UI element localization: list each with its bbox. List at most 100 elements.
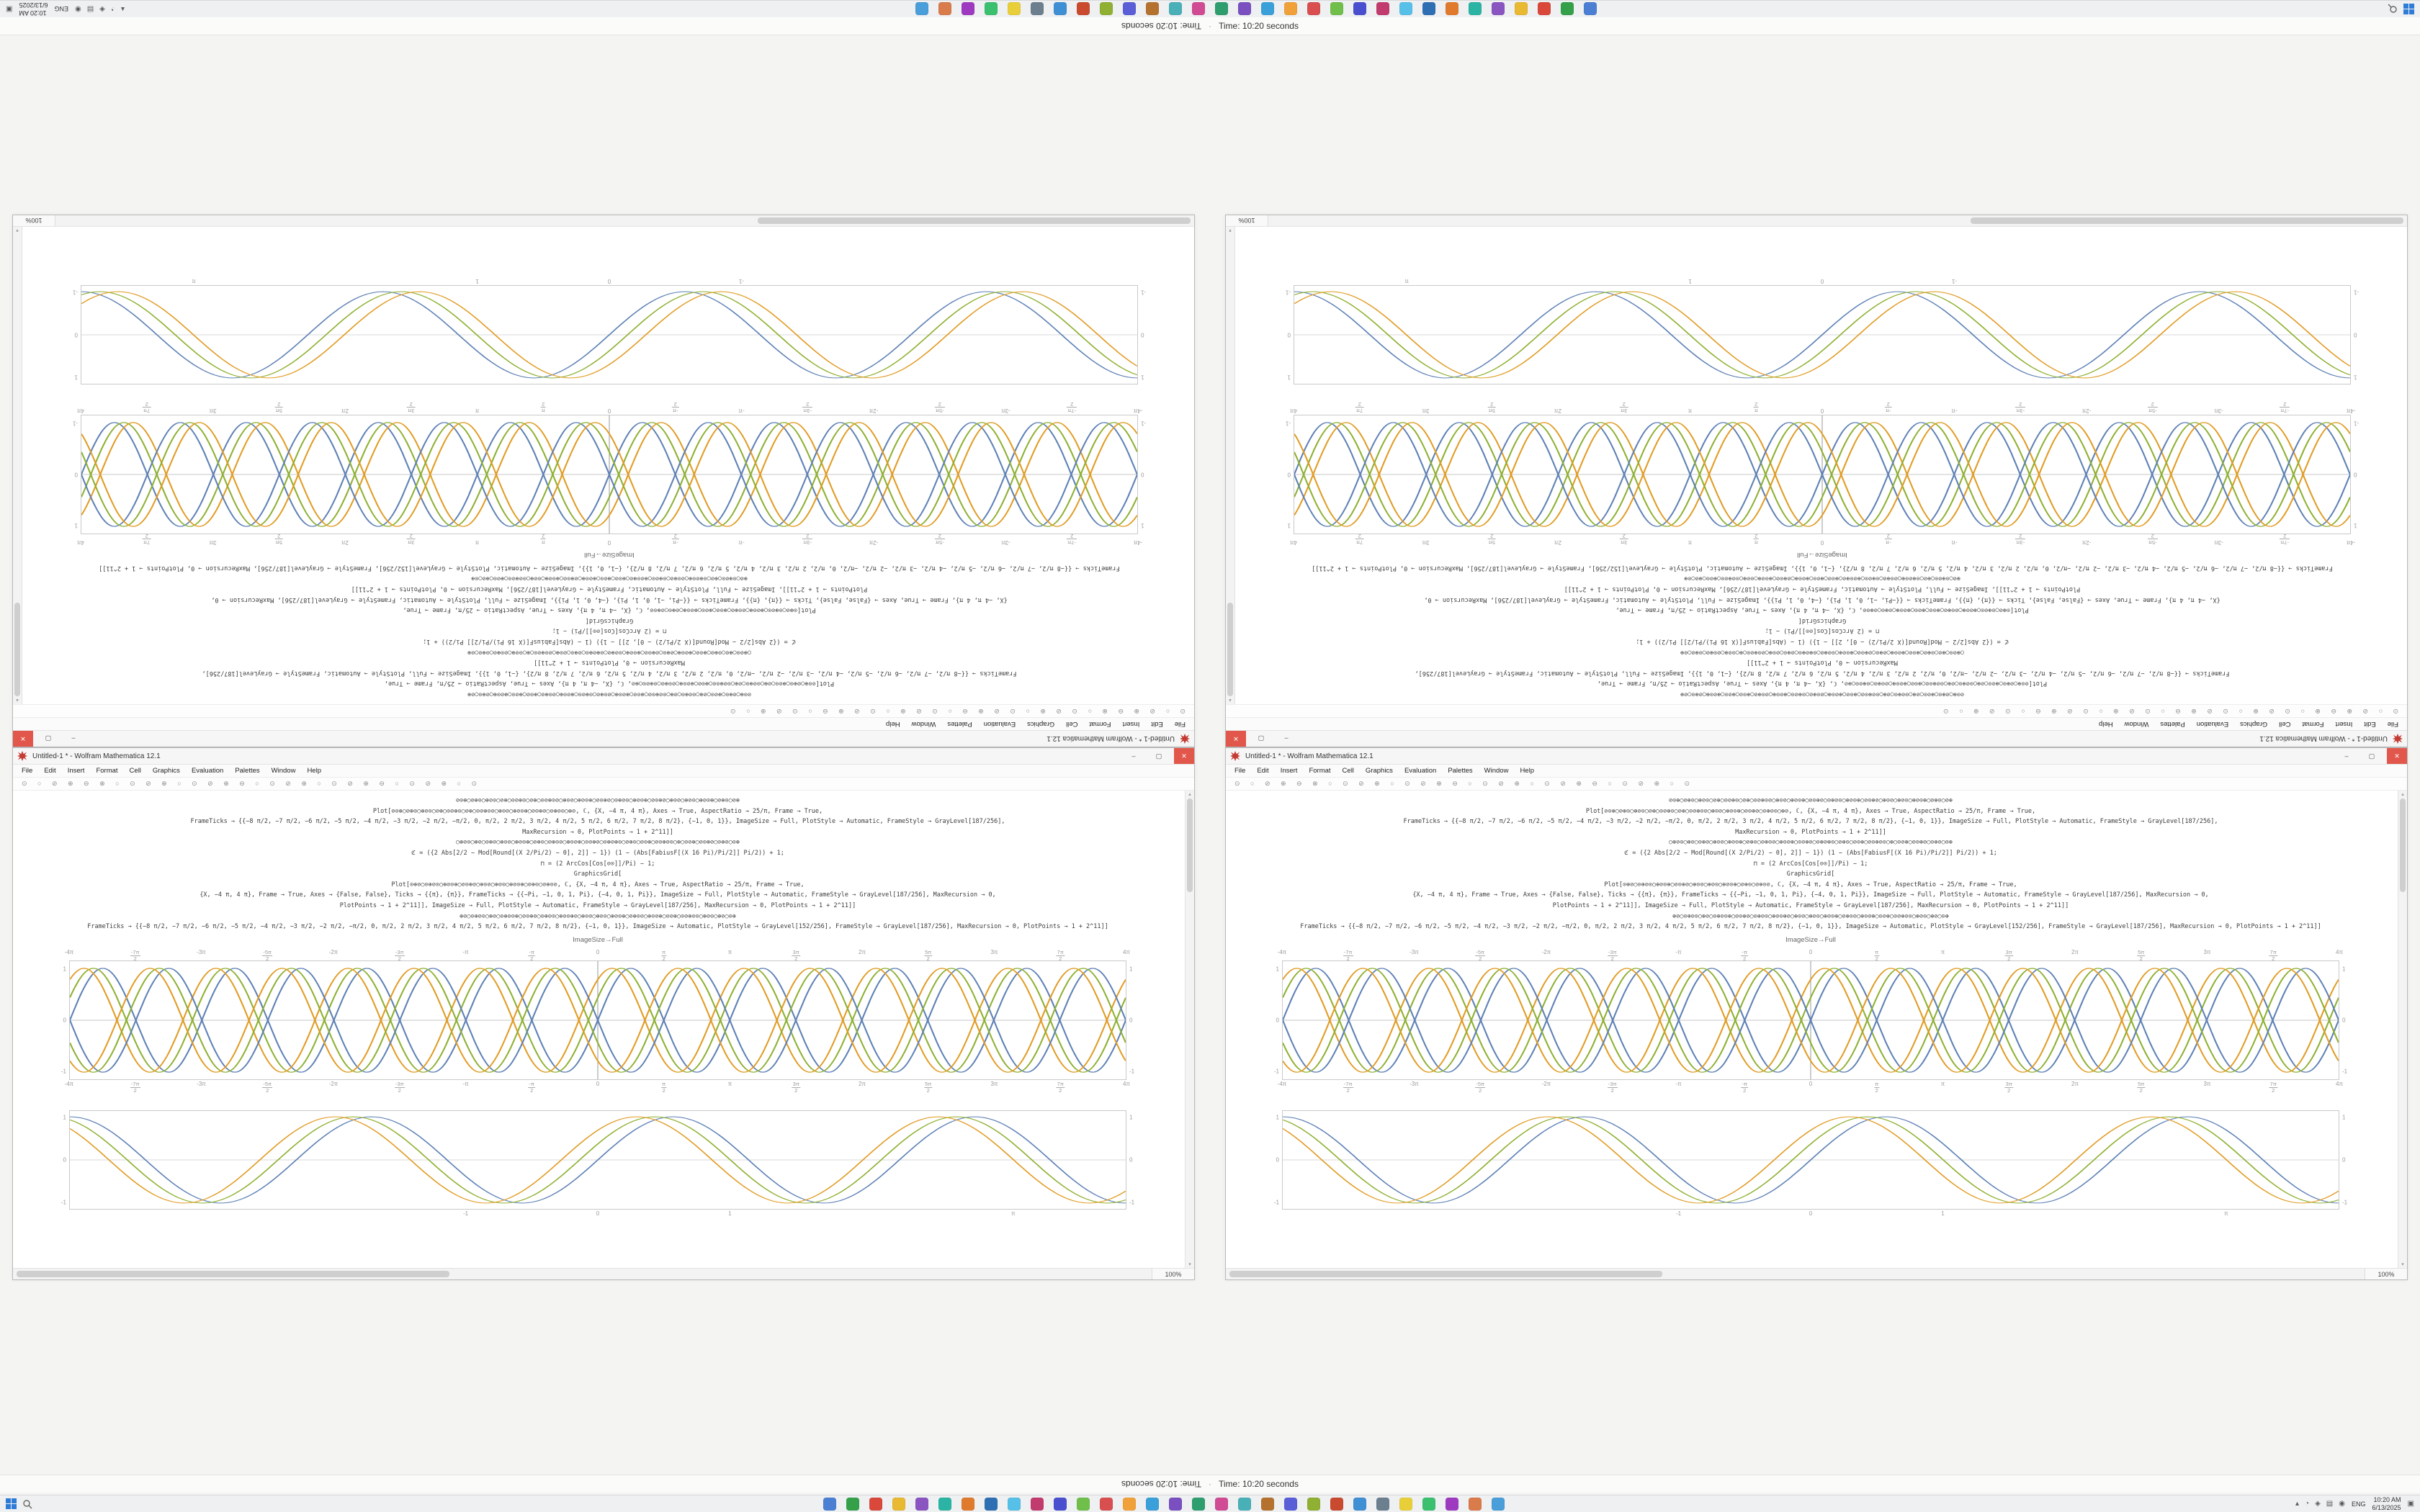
- menu-item-cell[interactable]: Cell: [1342, 767, 1354, 775]
- maximize-button[interactable]: ▢: [1258, 735, 1265, 743]
- taskbar-app-icon[interactable]: [1261, 2, 1274, 16]
- taskbar-app-icon[interactable]: [869, 1497, 882, 1511]
- window-titlebar[interactable]: Untitled-1 * - Wolfram Mathematica 12.1 …: [1226, 748, 2407, 765]
- taskbar-app-icon[interactable]: [962, 2, 974, 16]
- horizontal-scroll-thumb[interactable]: [1229, 1271, 1662, 1277]
- toolbar[interactable]: ⊙ ○ ⊘ ⊕ ⊖ ⊗ ○ ⊙ ⊘ ⊕ ○ ⊙ ⊘ ⊕ ⊖ ○ ⊙ ⊘ ⊕ ○ …: [1226, 704, 2407, 717]
- close-button[interactable]: ✕: [2387, 748, 2407, 764]
- menu-item-format[interactable]: Format: [1309, 767, 1331, 775]
- menu-item-window[interactable]: Window: [2124, 720, 2149, 728]
- taskbar-app-icon[interactable]: [1077, 1497, 1090, 1511]
- close-button[interactable]: ✕: [13, 731, 33, 747]
- close-button[interactable]: ✕: [1226, 731, 1246, 747]
- code-cell[interactable]: ⊘⊙⊕○⊘⊕⊙○⊕⊘⊙○⊘⊕○⊙⊘⊕⊙○⊘⊕○⊙⊘⊕⊙⊘○⊕⊙⊘○⊕⊘⊙⊕○⊘⊙…: [1286, 562, 2358, 699]
- menu-item-file[interactable]: File: [2387, 720, 2398, 728]
- vertical-scroll-track[interactable]: [2398, 797, 2407, 1261]
- shield-icon[interactable]: ◈: [2315, 1499, 2321, 1508]
- taskbar-app-icon[interactable]: [1031, 1497, 1044, 1511]
- vertical-scroll-track[interactable]: [1226, 233, 1234, 698]
- start-button[interactable]: [2403, 4, 2414, 14]
- taskbar-app-icon[interactable]: [1215, 1497, 1228, 1511]
- menu-item-help[interactable]: Help: [2099, 720, 2113, 728]
- scroll-down-icon[interactable]: ▾: [2401, 1262, 2404, 1267]
- menu-item-edit[interactable]: Edit: [1151, 720, 1163, 728]
- scroll-up-icon[interactable]: ▴: [1229, 698, 1232, 703]
- minimize-button[interactable]: –: [71, 735, 76, 742]
- scroll-up-icon[interactable]: ▴: [16, 698, 19, 703]
- toolbar[interactable]: ⊙ ○ ⊘ ⊕ ⊖ ⊗ ○ ⊙ ⊘ ⊕ ○ ⊙ ⊘ ⊕ ⊖ ○ ⊙ ⊘ ⊕ ○ …: [13, 704, 1194, 717]
- taskbar-app-icon[interactable]: [1284, 2, 1297, 16]
- horizontal-scrollbar[interactable]: [1268, 215, 2407, 226]
- taskbar-app-icon[interactable]: [1008, 1497, 1021, 1511]
- taskbar-app-icon[interactable]: [1422, 2, 1435, 16]
- notification-center-icon[interactable]: ▣: [6, 5, 13, 14]
- taskbar-app-icon[interactable]: [1446, 2, 1458, 16]
- taskbar-app-icon[interactable]: [1561, 2, 1574, 16]
- taskbar-app-icon[interactable]: [1353, 1497, 1366, 1511]
- window-titlebar[interactable]: Untitled-1 * - Wolfram Mathematica 12.1 …: [1226, 730, 2407, 747]
- taskbar-app-icon[interactable]: [1054, 1497, 1067, 1511]
- horizontal-scrollbar[interactable]: [55, 215, 1194, 226]
- menu-item-cell[interactable]: Cell: [129, 767, 141, 775]
- vertical-scrollbar[interactable]: ▴ ▾: [13, 227, 22, 704]
- taskbar-app-icon[interactable]: [1399, 1497, 1412, 1511]
- start-button[interactable]: [6, 1498, 17, 1509]
- language-indicator[interactable]: ENG: [2351, 1500, 2366, 1508]
- menu-item-insert[interactable]: Insert: [2335, 720, 2353, 728]
- vertical-scroll-track[interactable]: [13, 233, 22, 698]
- maximize-button[interactable]: ▢: [2368, 752, 2375, 760]
- taskbar-app-icon[interactable]: [1399, 2, 1412, 16]
- taskbar-app-icon[interactable]: [1192, 2, 1205, 16]
- taskbar-app-icon[interactable]: [1169, 1497, 1182, 1511]
- taskbar-app-icon[interactable]: [1330, 2, 1343, 16]
- taskbar-clock[interactable]: 10:20 AM 6/13/2025: [19, 1, 48, 17]
- menu-item-graphics[interactable]: Graphics: [2240, 720, 2268, 728]
- menu-item-window[interactable]: Window: [271, 767, 296, 775]
- vertical-scrollbar[interactable]: ▴ ▾: [1226, 227, 1235, 704]
- taskbar-app-icon[interactable]: [1353, 2, 1366, 16]
- menu-item-graphics[interactable]: Graphics: [1027, 720, 1055, 728]
- menu-item-palettes[interactable]: Palettes: [1448, 767, 1473, 775]
- menu-item-edit[interactable]: Edit: [1257, 767, 1269, 775]
- scroll-down-icon[interactable]: ▾: [1188, 1262, 1191, 1267]
- maximize-button[interactable]: ▢: [1155, 752, 1162, 760]
- taskbar-search-button[interactable]: [22, 1499, 32, 1509]
- menu-item-graphics[interactable]: Graphics: [152, 767, 180, 775]
- menu-item-window[interactable]: Window: [1484, 767, 1509, 775]
- window-titlebar[interactable]: Untitled-1 * - Wolfram Mathematica 12.1 …: [13, 748, 1194, 765]
- magnification-level[interactable]: 100%: [1152, 1269, 1194, 1279]
- vertical-scroll-thumb[interactable]: [1227, 603, 1233, 696]
- menu-item-format[interactable]: Format: [1089, 720, 1111, 728]
- taskbar-app-icon[interactable]: [1376, 2, 1389, 16]
- taskbar-app-icon[interactable]: [985, 1497, 998, 1511]
- taskbar-app-icon[interactable]: [1307, 2, 1320, 16]
- magnification-level[interactable]: 100%: [2365, 1269, 2407, 1279]
- shield-icon[interactable]: ◈: [99, 5, 105, 14]
- taskbar-app-icon[interactable]: [1123, 2, 1136, 16]
- tray-expand-icon[interactable]: ▴: [2295, 1499, 2300, 1508]
- taskbar-app-icon[interactable]: [1238, 2, 1251, 16]
- magnification-level[interactable]: 100%: [13, 215, 55, 226]
- menu-item-help[interactable]: Help: [307, 767, 321, 775]
- horizontal-scrollbar[interactable]: [1226, 1269, 2365, 1279]
- network-icon[interactable]: ▤: [2326, 1499, 2334, 1508]
- toolbar[interactable]: ⊙ ○ ⊘ ⊕ ⊖ ⊗ ○ ⊙ ⊘ ⊕ ○ ⊙ ⊘ ⊕ ⊖ ○ ⊙ ⊘ ⊕ ○ …: [1226, 778, 2407, 791]
- taskbar-app-icon[interactable]: [1215, 2, 1228, 16]
- close-button[interactable]: ✕: [1174, 748, 1194, 764]
- vertical-scroll-thumb[interactable]: [2400, 798, 2406, 892]
- taskbar-app-icon[interactable]: [1169, 2, 1182, 16]
- horizontal-scroll-thumb[interactable]: [758, 217, 1191, 224]
- taskbar-app-icon[interactable]: [846, 1497, 859, 1511]
- taskbar-app-icon[interactable]: [1192, 1497, 1205, 1511]
- maximize-button[interactable]: ▢: [45, 735, 52, 743]
- vertical-scroll-track[interactable]: [1186, 797, 1194, 1261]
- taskbar-app-icon[interactable]: [1469, 1497, 1482, 1511]
- taskbar-app-icon[interactable]: [1584, 2, 1597, 16]
- taskbar-app-icon[interactable]: [938, 2, 951, 16]
- menu-item-evaluation[interactable]: Evaluation: [191, 767, 224, 775]
- menu-item-edit[interactable]: Edit: [2364, 720, 2376, 728]
- menu-item-evaluation[interactable]: Evaluation: [1404, 767, 1437, 775]
- taskbar-app-icon[interactable]: [1077, 2, 1090, 16]
- menu-item-format[interactable]: Format: [2302, 720, 2324, 728]
- taskbar-app-icon[interactable]: [1261, 1497, 1274, 1511]
